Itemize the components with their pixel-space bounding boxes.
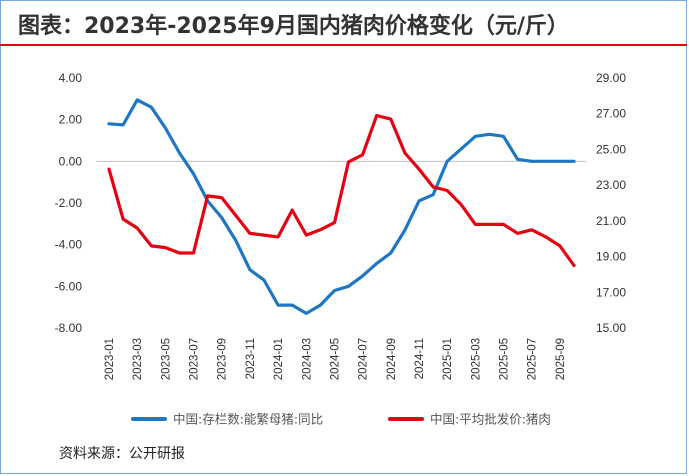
y-left-tick-label: -6.00 [55, 279, 83, 293]
legend-label: 中国:平均批发价:猪肉 [430, 412, 551, 427]
y-left-tick-label: 2.00 [59, 113, 83, 127]
x-tick-label: 2023-07 [189, 338, 201, 380]
x-tick-label: 2024-03 [301, 338, 313, 380]
x-axis: 2023-01 2023-03 2023-05 2023-07 2023-09 2023-… [104, 338, 567, 380]
y-left-tick-label: -2.00 [55, 196, 83, 210]
x-tick-label: 2025-07 [527, 338, 539, 380]
x-tick-label: 2025-01 [442, 338, 454, 380]
y-left-tick-label: -4.00 [55, 238, 83, 252]
x-tick-label: 2024-09 [386, 338, 398, 380]
y-right-tick-label: 29.00 [596, 71, 626, 85]
y-right-tick-label: 19.00 [596, 250, 626, 264]
y-left-tick-label: 0.00 [59, 154, 83, 168]
y-right-tick-label: 27.00 [596, 107, 626, 121]
x-tick-label: 2023-05 [160, 338, 172, 380]
x-tick-label: 2023-03 [132, 338, 144, 380]
title-divider [0, 44, 687, 46]
y-left-axis: 4.00 2.00 0.00 -2.00 -4.00 -6.00 -8.00 [55, 71, 83, 335]
y-right-axis: 29.00 27.00 25.00 23.00 21.00 19.00 17.00 15.00 [596, 71, 626, 335]
y-right-tick-label: 17.00 [596, 285, 626, 299]
chart-title: 图表：2023年-2025年9月国内猪肉价格变化（元/斤） [18, 14, 569, 39]
x-tick-label: 2024-01 [273, 338, 285, 380]
y-left-tick-label: -8.00 [55, 321, 83, 335]
y-left-tick-label: 4.00 [59, 71, 83, 85]
x-tick-label: 2023-11 [245, 338, 257, 379]
x-tick-label: 2024-05 [329, 338, 341, 380]
y-right-tick-label: 23.00 [596, 178, 626, 192]
legend: 中国:存栏数:能繁母猪:同比 中国:平均批发价:猪肉 [131, 412, 551, 427]
x-tick-label: 2025-03 [470, 338, 482, 380]
y-right-tick-label: 25.00 [596, 142, 626, 156]
source-note: 资料来源：公开研报 [59, 446, 185, 462]
x-tick-label: 2025-09 [555, 338, 567, 380]
y-right-tick-label: 21.00 [596, 214, 626, 228]
series-layer [107, 98, 576, 315]
x-tick-label: 2023-01 [104, 338, 116, 380]
x-tick-label: 2024-07 [358, 338, 370, 380]
x-tick-label: 2023-09 [217, 338, 229, 380]
x-tick-label: 2025-05 [499, 338, 511, 380]
x-tick-label: 2024-11 [414, 338, 426, 379]
legend-label: 中国:存栏数:能繁母猪:同比 [173, 412, 323, 427]
series-line-pork-wholesale-price [107, 113, 576, 268]
y-right-tick-label: 15.00 [596, 321, 626, 335]
series-line-sow-inventory-yoy [107, 98, 576, 315]
